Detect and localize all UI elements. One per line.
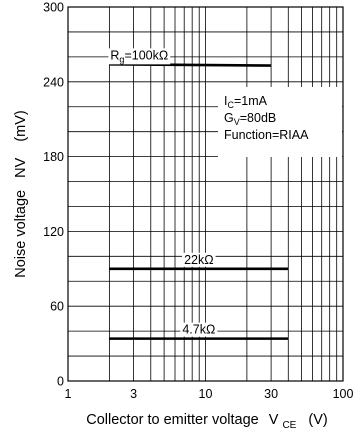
condition-main: Function=RIAA [224,128,309,142]
y-tick-label: 180 [43,150,64,164]
series-label-background [108,48,171,65]
x-tick-label: 1 [65,387,72,401]
series-1: 22kΩ [109,252,289,271]
x-tick-label: 3 [130,387,137,401]
condition-line: Function=RIAA [224,128,309,142]
y-axis-label-symbol: NV [13,157,29,177]
x-tick-label: 30 [264,387,278,401]
y-axis-label-main: Noise voltage [13,190,29,278]
y-axis-label: Noise voltage NV (mV) [13,110,29,278]
x-tick-label: 100 [333,387,354,401]
x-axis-label-subscript: CE [282,420,296,431]
condition-rest: =1mA [234,94,268,108]
series-0: Rg=100kΩ [108,48,272,67]
x-axis-label-unit: (V) [308,412,327,428]
x-axis-label: Collector to emitter voltage V CE (V) [86,412,327,432]
condition-line: GV=80dB [224,111,276,127]
condition-main: I [224,94,227,108]
series-label-main: R [110,48,119,62]
y-tick-label: 240 [43,75,64,89]
series-label: 4.7kΩ [182,323,215,337]
y-tick-label: 60 [50,300,64,314]
condition-subscript: V [234,117,240,127]
conditions-box [218,87,342,157]
y-tick-label: 120 [43,225,64,239]
series-label-rest: =100kΩ [124,48,168,62]
series-label: 22kΩ [184,253,214,267]
x-axis-label-main: Collector to emitter voltage [86,412,258,428]
condition-rest: =80dB [240,111,277,125]
series-label-background [182,252,216,267]
series-label-main: 22kΩ [184,253,214,267]
series-line [109,63,272,67]
x-tick-labels: 1 3 10 30 100 [65,387,354,401]
series-label-background [180,322,218,337]
x-axis-label-symbol: V [269,412,279,428]
y-tick-label: 0 [57,375,64,389]
x-tick-label: 10 [199,387,213,401]
series-label: Rg=100kΩ [110,48,168,64]
condition-line: IC=1mA [224,94,268,110]
series-label-main: 4.7kΩ [182,323,215,337]
y-tick-label: 300 [43,1,64,15]
data-series: Rg=100kΩ 22kΩ 4.7kΩ [108,48,289,340]
series-2: 4.7kΩ [109,322,289,340]
y-tick-labels: 0 60 120 180 240 300 [43,1,64,389]
grid-lines [68,7,343,381]
plot-frame [67,6,344,382]
y-axis-label-unit: (mV) [13,110,29,141]
condition-subscript: C [227,100,234,110]
series-label-subscript: g [119,54,124,64]
condition-main: G [224,111,234,125]
